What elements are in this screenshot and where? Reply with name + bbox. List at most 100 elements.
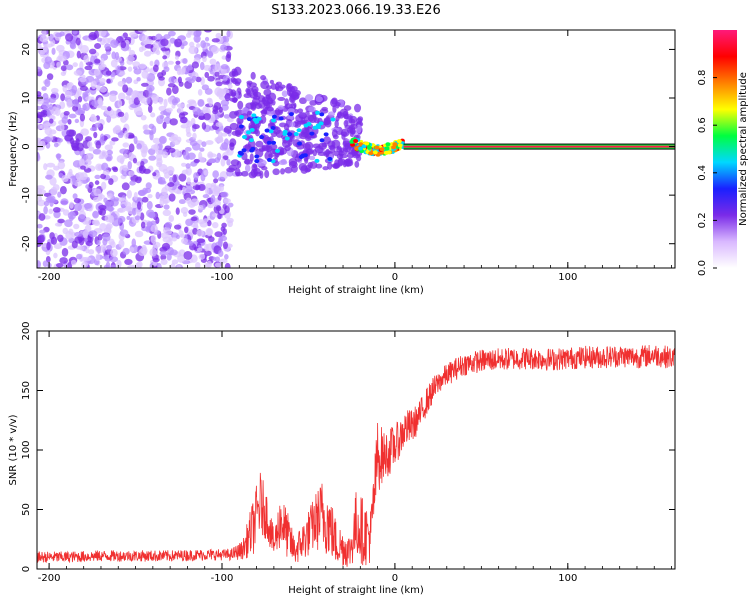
spectrogram-cell-noise bbox=[152, 44, 160, 54]
spectrogram-cell-noise bbox=[192, 124, 200, 130]
spectrogram-cell-noise bbox=[159, 135, 167, 144]
snr-ytick-label: 150 bbox=[21, 381, 32, 400]
spectrogram-cell-noise bbox=[155, 191, 161, 200]
snr-marks bbox=[37, 344, 675, 567]
spectrogram-cell-noise bbox=[88, 146, 95, 152]
spectrogram-cell-noise bbox=[105, 223, 113, 230]
spectrogram-cell-noise bbox=[151, 94, 160, 102]
spectrogram-cell-noise bbox=[80, 128, 89, 136]
spectrogram-cell-noise bbox=[114, 51, 120, 61]
spectrogram-cell-transition bbox=[322, 166, 329, 171]
spectrogram-cell-noise bbox=[146, 200, 153, 210]
spectrogram-cell-noise bbox=[217, 176, 225, 182]
spectrogram-cell-transition bbox=[229, 111, 238, 119]
spectrogram-cell-noise bbox=[69, 137, 75, 145]
spectrogram-cell-noise bbox=[212, 109, 218, 115]
spectrogram-cell-noise bbox=[201, 122, 207, 130]
spectrogram-cell-noise bbox=[74, 236, 83, 244]
spectrogram-cell-transition bbox=[269, 136, 274, 143]
spectrogram-cell-noise bbox=[92, 148, 102, 155]
spectrogram-cell-noise bbox=[128, 170, 135, 176]
spectrogram-cell-noise bbox=[213, 178, 219, 184]
spectrogram-cell-noise bbox=[202, 194, 210, 199]
spectrogram-cell-noise bbox=[136, 111, 144, 116]
spectrogram-cell-noise bbox=[212, 170, 219, 179]
spectrogram-cell-transition bbox=[328, 145, 335, 150]
spectrogram-cell-noise bbox=[102, 169, 110, 176]
spectrogram-cell-noise bbox=[175, 234, 180, 240]
spectrogram-cell-noise bbox=[129, 180, 136, 186]
spectrogram-cell-transition bbox=[270, 83, 277, 90]
spectrogram-cell-noise bbox=[171, 85, 179, 95]
spectrogram-cell-transition bbox=[288, 95, 296, 104]
spectrogram-cell-noise bbox=[146, 221, 153, 227]
spectrogram-cell-transition bbox=[303, 156, 309, 162]
spectrogram-cell-noise bbox=[117, 92, 126, 101]
spectrogram-cell-noise bbox=[142, 143, 148, 153]
spectrogram-cell-noise bbox=[144, 44, 154, 49]
spectrogram-cell-bright bbox=[266, 157, 272, 162]
spectrogram-cell-noise bbox=[186, 131, 192, 138]
spectrogram-cell-noise bbox=[142, 89, 150, 98]
spectrogram-cell-bright bbox=[271, 114, 277, 119]
spectrogram-cell-noise bbox=[79, 158, 85, 166]
spectrogram-cell-signal bbox=[396, 139, 402, 144]
spectrogram-cell-noise bbox=[167, 60, 174, 65]
spectrogram-cell-noise bbox=[85, 248, 90, 254]
spectrogram-cell-noise bbox=[218, 95, 226, 100]
spectrogram-cell-transition bbox=[331, 163, 341, 168]
spectrogram-cell-bright bbox=[274, 148, 280, 153]
spectrogram-cell-noise bbox=[201, 84, 210, 91]
spectrogram-cell-noise bbox=[84, 65, 93, 71]
spectrogram-cell-noise bbox=[97, 97, 103, 106]
spectrogram-cell-transition bbox=[309, 100, 317, 106]
spectrogram-cell-noise bbox=[74, 231, 83, 237]
spectrogram-cell-noise bbox=[159, 197, 165, 207]
spectrogram-cell-noise bbox=[117, 99, 123, 108]
spectrogram-cell-signal bbox=[353, 138, 359, 143]
spectrogram-xtick-label: -100 bbox=[211, 272, 234, 283]
spectrogram-cell-noise bbox=[207, 75, 215, 82]
spectrogram-cell-noise bbox=[155, 148, 163, 155]
spectrogram-cell-noise bbox=[172, 174, 177, 183]
spectrogram-cell-signal bbox=[392, 142, 398, 147]
spectrogram-cell-transition bbox=[287, 108, 295, 113]
spectrogram-cell-noise bbox=[162, 199, 169, 205]
spectrogram-cell-bright bbox=[303, 123, 309, 128]
spectrogram-cell-noise bbox=[223, 198, 231, 203]
spectrogram-cell-noise bbox=[38, 213, 46, 221]
spectrogram-cell-noise bbox=[73, 197, 81, 204]
spectrogram-cell-noise bbox=[185, 218, 193, 227]
spectrogram-cell-transition bbox=[264, 169, 270, 179]
spectrogram-cell-noise bbox=[117, 80, 126, 87]
spectrogram-cell-transition bbox=[265, 94, 271, 101]
spectrogram-cell-bright bbox=[237, 150, 243, 155]
spectrogram-cell-noise bbox=[71, 85, 78, 94]
spectrogram-cell-noise bbox=[167, 30, 176, 37]
spectrogram-cell-noise bbox=[126, 215, 131, 220]
spectrogram-cell-transition bbox=[334, 119, 339, 129]
spectrogram-cell-noise bbox=[131, 238, 137, 248]
spectrogram-cell-noise bbox=[117, 215, 126, 223]
spectrogram-cell-noise bbox=[178, 173, 187, 182]
spectrogram-cell-noise bbox=[144, 39, 154, 45]
spectrogram-cell-noise bbox=[217, 238, 223, 247]
spectrogram-cell-transition bbox=[305, 164, 312, 172]
spectrogram-cell-signal bbox=[368, 151, 374, 156]
spectrogram-cell-noise bbox=[48, 97, 56, 104]
spectrogram-cell-noise bbox=[197, 219, 205, 225]
spectrogram-cell-noise bbox=[182, 57, 188, 65]
spectrogram-cell-noise bbox=[111, 137, 119, 142]
spectrogram-cell-transition bbox=[298, 112, 307, 119]
spectrogram-cell-noise bbox=[187, 99, 196, 104]
spectrogram-cell-noise bbox=[145, 182, 152, 190]
spectrogram-cell-noise bbox=[42, 93, 49, 101]
spectrogram-cell-noise bbox=[127, 264, 137, 268]
spectrogram-cell-noise bbox=[116, 259, 122, 268]
spectrogram-cell-noise bbox=[213, 102, 222, 110]
spectrogram-cell-noise bbox=[67, 211, 77, 220]
spectrogram-cell-noise bbox=[162, 121, 167, 129]
spectrogram-cell-noise bbox=[176, 103, 185, 108]
spectrogram-cell-noise bbox=[48, 118, 54, 124]
spectrogram-cell-noise bbox=[224, 92, 231, 102]
